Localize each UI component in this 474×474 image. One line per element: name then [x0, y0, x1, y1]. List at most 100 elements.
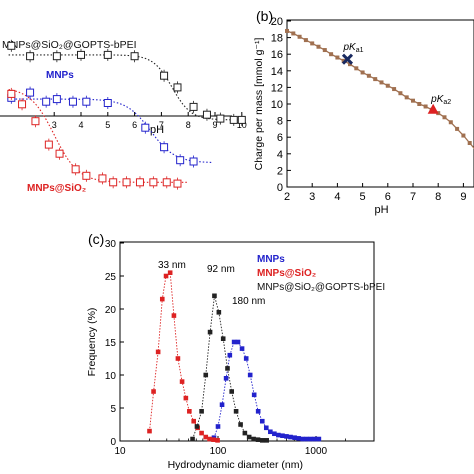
dls-point-mnps: [308, 436, 314, 442]
dls-point-mnps-sio: [163, 273, 169, 279]
data-point-mnps-sio: [98, 174, 107, 183]
dls-point-mnps-sio-gopts-bpei: [242, 430, 248, 436]
dls-point-mnps-sio: [151, 389, 156, 394]
fit-curve-mnps-sio-gopts-bpei: [8, 54, 244, 121]
legend-mnps-label: MNPs: [46, 70, 74, 81]
data-point-mnps: [42, 97, 51, 106]
data-point-mnps-sio: [55, 149, 64, 158]
dls-point-mnps: [219, 402, 225, 407]
data-point-mnps: [82, 97, 91, 106]
dls-point-mnps-sio: [147, 428, 152, 434]
dls-point-mnps: [272, 431, 277, 437]
dls-point-mnps-sio-gopts-bpei: [220, 336, 226, 341]
panel-b-x-tick-label: 5: [360, 191, 366, 203]
dls-point-mnps-sio-gopts-bpei: [255, 437, 261, 442]
titration-point: [329, 52, 334, 57]
panel-b-y-tick-label: 14: [271, 66, 283, 78]
dls-point-mnps: [300, 436, 305, 442]
panel-b-y-tick-label: 0: [277, 182, 283, 194]
data-point-mnps: [52, 95, 61, 104]
panel-a-x-tick-label: 8: [186, 120, 191, 130]
panel-a-x-tick-label: 3: [52, 120, 57, 130]
dls-point-mnps-sio: [159, 296, 165, 302]
titration-point: [316, 44, 321, 49]
data-point-mnps-sio-gopts-bpei: [237, 115, 246, 124]
panel-b-letter: (b): [256, 8, 273, 24]
titration-point: [335, 55, 340, 60]
panel-a-legend: MNPs@SiO₂@GOPTS-bPEI MNPs MNPs@SiO₂: [2, 39, 137, 194]
dls-point-mnps-sio: [207, 436, 212, 442]
panel-c-legend-sio2: MNPs@SiO₂: [257, 268, 316, 279]
panel-c-y-tick-label: 30: [105, 239, 117, 250]
pka1-label: pKa1: [342, 42, 363, 54]
panel-a: MNPs@SiO₂@GOPTS-bPEI MNPs MNPs@SiO₂ 3 4 5 6…: [0, 39, 247, 194]
panel-b-x-tick-label: 3: [309, 191, 315, 203]
data-point-mnps-sio-gopts-bpei: [52, 52, 61, 61]
titration-point: [385, 83, 390, 88]
panel-c-frame: [119, 241, 375, 442]
titration-point: [392, 87, 397, 92]
fit-curve-mnps-sio: [8, 88, 189, 183]
data-point-mnps: [176, 156, 185, 165]
data-point-mnps-sio: [31, 117, 40, 126]
dls-point-mnps-sio-gopts-bpei: [259, 438, 265, 443]
panel-b-y-tick-label: 18: [271, 33, 283, 45]
dls-point-mnps: [276, 432, 281, 438]
legend-sio2-label: MNPs@SiO₂: [27, 183, 86, 194]
dls-point-mnps: [292, 435, 297, 440]
data-point-mnps-sio-gopts-bpei: [160, 71, 169, 80]
panel-c-y-tick-label: 0: [110, 437, 116, 448]
dls-point-mnps-sio: [171, 313, 177, 318]
panel-b-y-tick-label: 20: [271, 16, 283, 28]
dls-point-mnps-sio: [191, 418, 197, 424]
data-point-mnps-sio: [135, 178, 144, 187]
panel-b-markers: pKa1 pKa2: [341, 42, 451, 114]
data-point-mnps: [141, 123, 150, 132]
dls-point-mnps: [296, 436, 301, 441]
titration-point: [291, 31, 296, 36]
panel-c-y-tick-label: 20: [105, 305, 117, 316]
data-point-mnps-sio: [18, 100, 27, 109]
panel-b-y-tick-label: 8: [277, 116, 283, 128]
dls-point-mnps: [280, 433, 285, 439]
panel-b-series: [285, 28, 474, 150]
titration-point: [322, 48, 327, 53]
dls-point-mnps-sio-gopts-bpei: [216, 310, 222, 315]
dls-point-mnps-sio-gopts-bpei: [212, 293, 217, 299]
dls-point-mnps-sio-gopts-bpei: [194, 424, 200, 429]
dls-point-mnps: [231, 339, 237, 345]
panel-c-points: [147, 270, 322, 443]
dls-point-mnps-sio: [183, 395, 189, 401]
data-point-mnps-sio: [122, 178, 131, 187]
panel-b-ylabel: Charge per mass [mmol g⁻¹]: [253, 38, 265, 171]
panel-c-letter: (c): [88, 231, 104, 247]
peak-label-33nm: 33 nm: [158, 260, 186, 271]
panel-b-y-tick-label: 10: [271, 99, 283, 111]
titration-point: [366, 73, 371, 78]
dls-point-mnps: [235, 339, 241, 345]
data-point-mnps: [68, 97, 77, 106]
dls-point-mnps-sio-gopts-bpei: [229, 389, 235, 394]
panel-b-x-tick-label: 2: [284, 191, 290, 203]
panel-c-y-tick-label: 15: [105, 338, 117, 349]
titration-point: [404, 95, 409, 100]
dls-point-mnps-sio: [155, 349, 161, 355]
pka2-marker: [427, 103, 439, 114]
panel-a-x-tick-label: 5: [105, 120, 110, 130]
peak-label-180nm: 180 nm: [232, 296, 265, 307]
titration-point: [448, 120, 453, 125]
dls-point-mnps-sio-gopts-bpei: [246, 434, 252, 440]
panel-c-legend-mnps: MNPs: [257, 254, 285, 265]
titration-point: [398, 91, 403, 96]
panel-a-x-tick-label: 4: [78, 120, 83, 130]
dls-point-mnps: [263, 425, 269, 431]
dls-point-mnps-sio-gopts-bpei: [251, 436, 256, 442]
dls-point-mnps-sio-gopts-bpei: [199, 409, 204, 414]
titration-point: [379, 80, 384, 85]
pka2-label: pKa2: [430, 94, 451, 106]
data-point-mnps-sio-gopts-bpei: [77, 50, 85, 59]
panel-a-x-tick-label: 6: [132, 120, 137, 130]
dls-point-mnps: [251, 392, 257, 398]
titration-point: [455, 126, 460, 131]
